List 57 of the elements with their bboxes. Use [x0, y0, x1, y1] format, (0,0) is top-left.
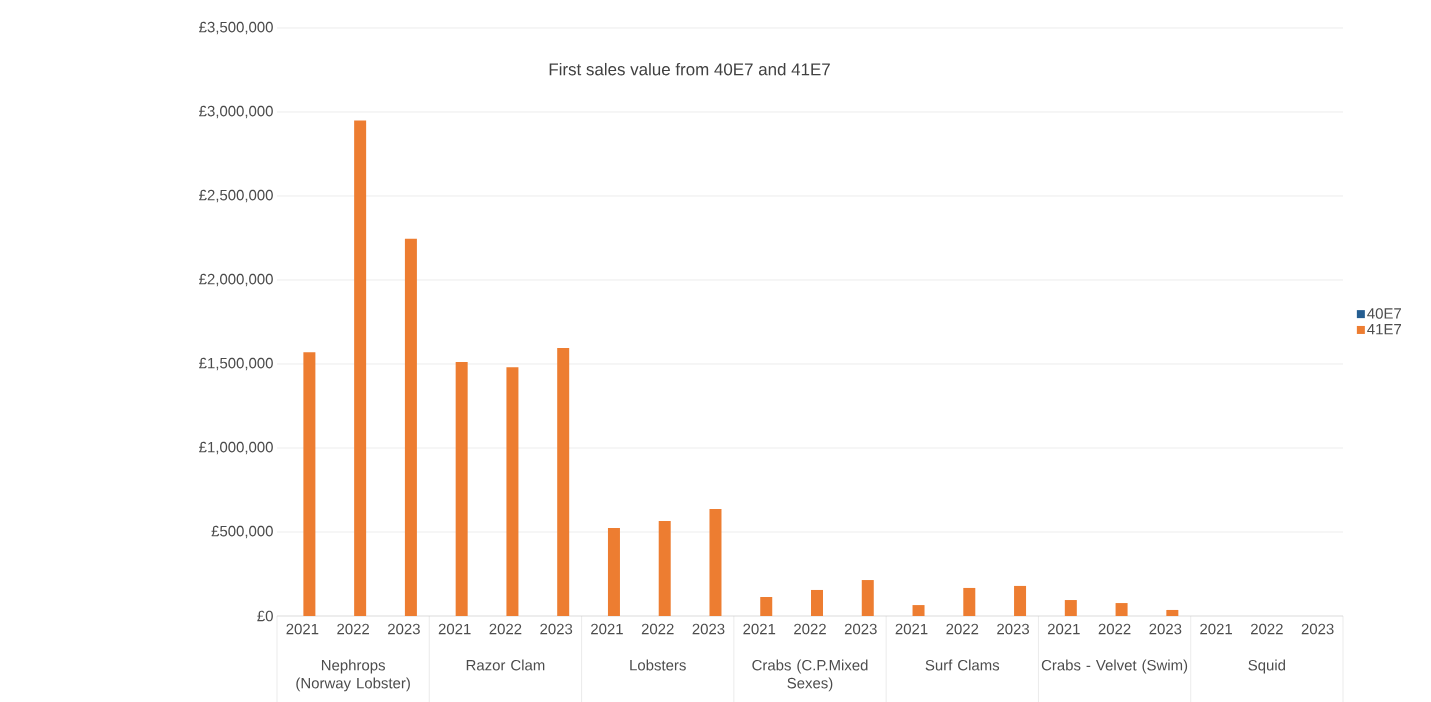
x-tick-label: 2022 [794, 623, 826, 635]
y-tick-label: £0 [257, 610, 273, 622]
bar [811, 589, 823, 616]
x-tick-label: 2023 [1301, 623, 1334, 635]
x-tick-label: 2022 [489, 623, 522, 635]
x-tick-label: 2023 [540, 623, 573, 635]
legend-label: 40E7 [1367, 308, 1401, 319]
bar [404, 238, 417, 616]
bar [607, 527, 620, 616]
x-tick-label: 2021 [591, 623, 623, 635]
bar [912, 605, 925, 616]
bar [658, 521, 671, 616]
bar [354, 120, 367, 616]
bar [557, 348, 570, 616]
x-tick-label: 2021 [895, 623, 928, 635]
bar [760, 597, 773, 616]
y-tick-label: £3,000,000 [199, 105, 273, 119]
bar [303, 352, 316, 616]
bar [709, 508, 722, 616]
text: Nephrops (Norway Lobster) [296, 659, 410, 692]
x-tick-label: 2022 [1251, 623, 1283, 635]
bar [1014, 585, 1027, 616]
bar [1115, 603, 1128, 616]
y-tick-label: £1,000,000 [199, 441, 273, 455]
x-tick-label: 2022 [946, 623, 979, 635]
bar [861, 580, 874, 616]
x-tick-label: 2023 [692, 623, 725, 635]
x-tick-label: 2021 [286, 623, 319, 635]
x-tick-label: 2023 [1149, 623, 1182, 635]
x-tick-label: 2022 [1098, 623, 1131, 635]
y-tick-label: £2,000,000 [199, 273, 273, 287]
x-tick-label: 2021 [1200, 623, 1232, 635]
x-tick-label: 2022 [641, 623, 674, 635]
y-tick-label: £500,000 [211, 525, 273, 539]
x-tick-label: 2021 [1047, 623, 1080, 635]
text: Squid [1248, 659, 1286, 674]
bar [1166, 609, 1179, 616]
text: Lobsters [630, 659, 686, 671]
y-tick-label: £2,500,000 [199, 189, 273, 203]
bar [455, 361, 468, 616]
x-tick-label: 2021 [743, 623, 776, 635]
x-tick-label: 2023 [844, 623, 877, 635]
y-tick-label: £3,500,000 [199, 21, 273, 35]
text: Crabs (C.P.Mixed Sexes) [752, 659, 868, 692]
x-tick-label: 2021 [438, 623, 471, 635]
x-tick-label: 2023 [997, 623, 1030, 635]
text: Razor Clam [466, 659, 545, 671]
x-tick-label: 2022 [337, 623, 370, 635]
x-tick-label: 2023 [388, 623, 420, 635]
bar [506, 367, 519, 616]
text: First sales value from 40E7 and 41E7 [549, 62, 830, 76]
y-tick-label: £1,500,000 [199, 357, 273, 371]
text: Crabs - Velvet (Swim) [1041, 659, 1188, 674]
bar [1064, 600, 1077, 616]
text: Surf Clams [925, 659, 1000, 671]
bar [963, 587, 976, 616]
legend-label: 41E7 [1367, 324, 1401, 335]
